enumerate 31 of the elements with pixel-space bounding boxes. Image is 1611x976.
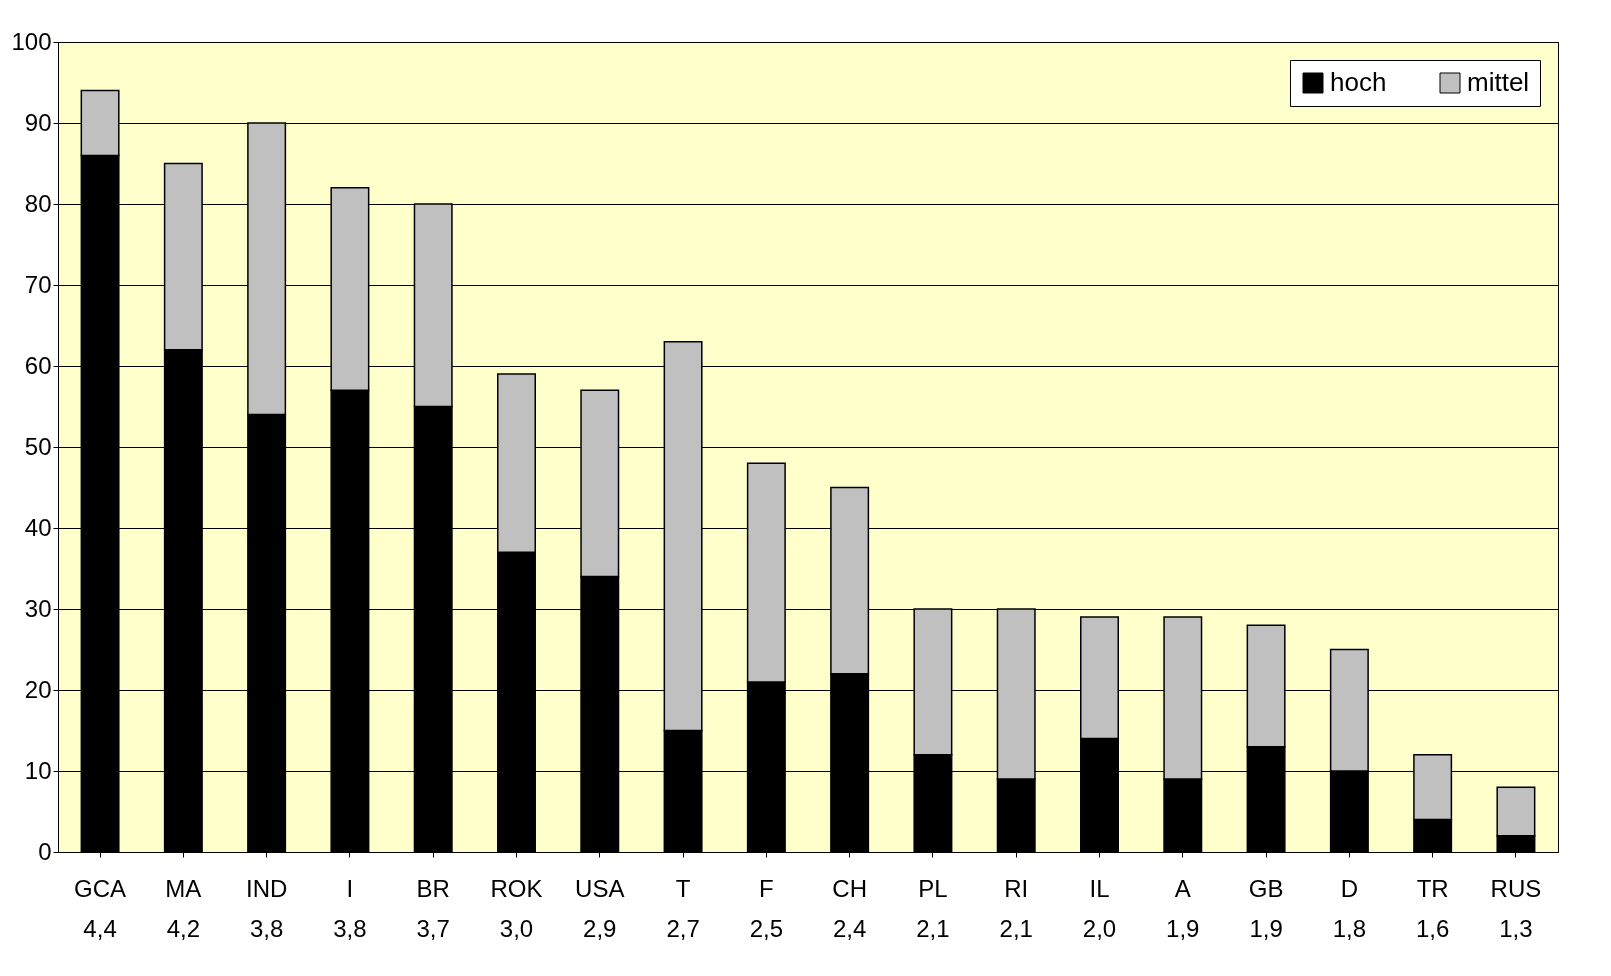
x-tick-label: USA 2,9 bbox=[575, 874, 625, 942]
y-tick-label: 50 bbox=[24, 432, 52, 460]
y-tick-label: 40 bbox=[24, 513, 52, 541]
x-tick-label: D 1,8 bbox=[1332, 874, 1367, 942]
x-tick-label: IND 3,8 bbox=[245, 874, 288, 942]
x-tick-label: MA 4,2 bbox=[165, 874, 202, 942]
x-tick-label: A 1,9 bbox=[1166, 874, 1200, 942]
x-tick-label: T 2,7 bbox=[666, 874, 700, 942]
x-tick-label: IL 2,0 bbox=[1082, 874, 1117, 942]
x-tick-label: BR 3,7 bbox=[416, 874, 450, 942]
x-tick-label: I 3,8 bbox=[333, 874, 367, 942]
legend-label: mittel bbox=[1467, 67, 1530, 97]
legend-label: hoch bbox=[1330, 67, 1387, 97]
x-tick-label: ROK 3,0 bbox=[490, 874, 543, 942]
y-tick-label: 30 bbox=[24, 594, 52, 622]
x-tick-label: F 2,5 bbox=[749, 874, 784, 942]
y-tick-label: 0 bbox=[38, 837, 52, 865]
y-tick-label: 60 bbox=[24, 351, 52, 379]
x-tick-label: TR 1,6 bbox=[1415, 874, 1450, 942]
y-tick-label: 10 bbox=[24, 756, 52, 784]
y-tick-label: 20 bbox=[24, 675, 52, 703]
y-tick-label: 90 bbox=[24, 108, 52, 136]
x-tick-label: PL 2,1 bbox=[916, 874, 950, 942]
x-tick-label: CH 2,4 bbox=[832, 874, 867, 942]
y-tick-label: 100 bbox=[11, 27, 52, 55]
x-tick-label: RUS 1,3 bbox=[1490, 874, 1542, 942]
x-tick-label: GCA 4,4 bbox=[74, 874, 127, 942]
x-tick-label: RI 2,1 bbox=[999, 874, 1033, 942]
y-tick-label: 70 bbox=[24, 270, 52, 298]
x-tick-label: GB 1,9 bbox=[1248, 874, 1284, 942]
y-tick-label: 80 bbox=[24, 189, 52, 217]
